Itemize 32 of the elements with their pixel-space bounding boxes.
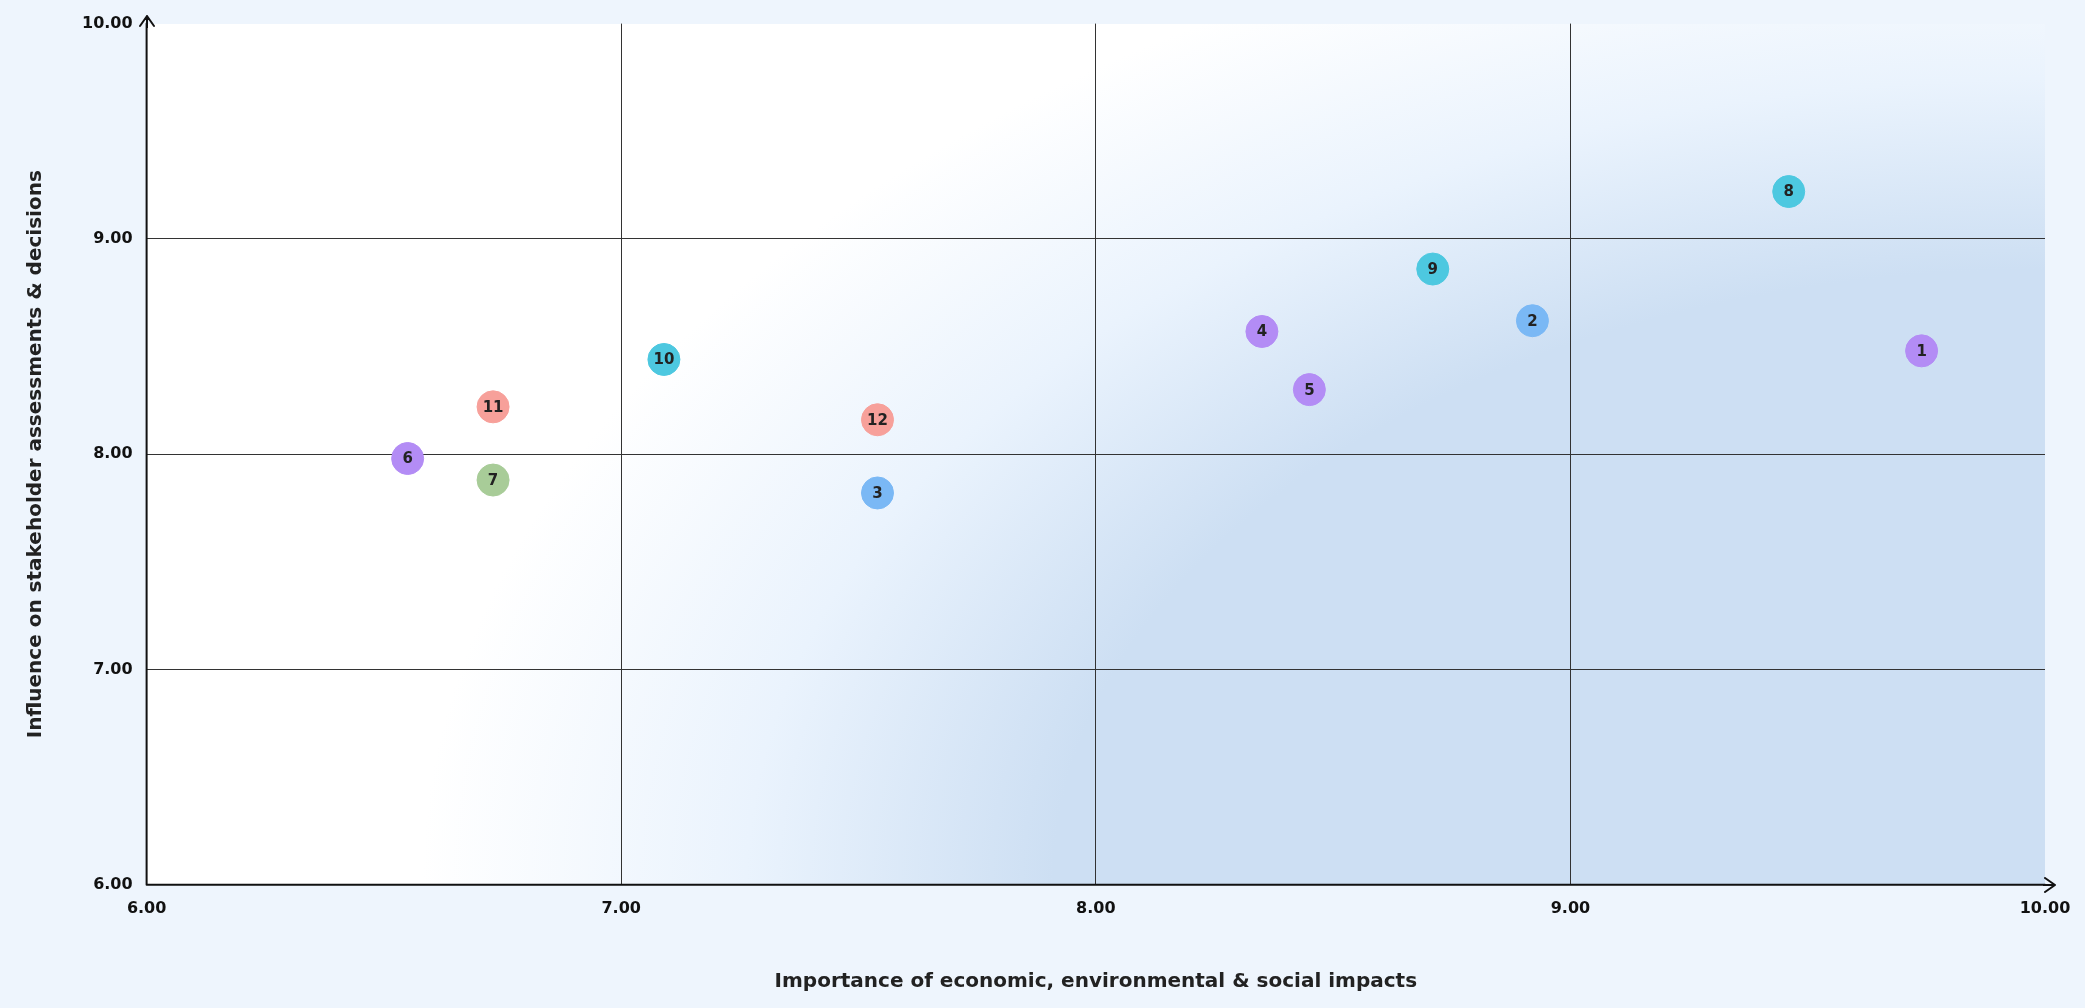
x-tick-label: 8.00 xyxy=(1076,897,1116,917)
point xyxy=(1416,252,1450,286)
annotation: 4 xyxy=(1256,322,1268,341)
y-tick-label: 7.00 xyxy=(93,658,133,678)
point xyxy=(1515,304,1549,338)
annotation: 1 xyxy=(1916,341,1927,360)
point xyxy=(1772,175,1806,209)
annotation: 2 xyxy=(1527,311,1538,330)
x-tick-label: 10.00 xyxy=(2019,897,2071,917)
annotation: 7 xyxy=(487,470,499,489)
annotation: 6 xyxy=(402,449,413,468)
y-tick-label: 6.00 xyxy=(93,873,133,893)
annotation: 8 xyxy=(1783,182,1794,201)
x-tick-label: 9.00 xyxy=(1550,897,1591,917)
point xyxy=(391,442,425,476)
annotation: 10 xyxy=(653,350,675,369)
annotation: 5 xyxy=(1304,380,1315,399)
point xyxy=(476,463,510,497)
y-tick-label: 8.00 xyxy=(93,443,133,463)
annotation: 12 xyxy=(867,410,888,429)
x-tick-label: 7.00 xyxy=(601,897,641,917)
x-axis-title: Importance of economic, environmental & social impacts xyxy=(774,968,1418,993)
annotation: 3 xyxy=(872,483,883,502)
y-axis-title: Influence on stakeholder assessments & decisions xyxy=(22,170,47,739)
y-tick-label: 10.00 xyxy=(82,12,133,32)
annotation: 9 xyxy=(1427,259,1438,278)
x-tick-label: 6.00 xyxy=(126,897,167,917)
annotation: 11 xyxy=(482,397,504,416)
point xyxy=(1905,334,1939,368)
point xyxy=(860,476,894,510)
point xyxy=(1292,373,1326,407)
y-tick-label: 9.00 xyxy=(93,228,133,248)
